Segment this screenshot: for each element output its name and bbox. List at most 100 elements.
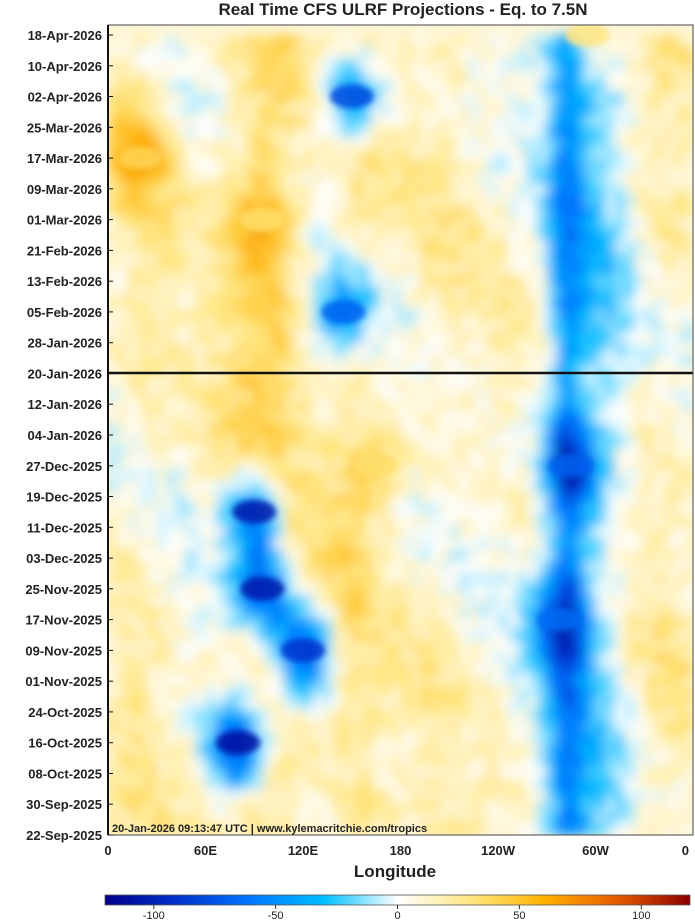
heatmap-cell bbox=[293, 275, 304, 288]
heatmap-cell bbox=[225, 320, 236, 333]
heatmap-cell bbox=[312, 457, 324, 471]
heatmap-cell bbox=[507, 572, 519, 585]
heatmap-cell bbox=[468, 423, 480, 436]
heatmap-cell bbox=[429, 343, 441, 356]
heatmap-cell bbox=[683, 812, 693, 825]
heatmap-cell bbox=[546, 332, 558, 345]
heatmap-cell bbox=[498, 69, 509, 82]
heatmap-cell bbox=[390, 777, 402, 791]
heatmap-cell bbox=[468, 480, 480, 493]
heatmap-cell bbox=[147, 629, 158, 642]
heatmap-cell bbox=[400, 69, 412, 82]
heatmap-cell bbox=[225, 46, 236, 59]
heatmap-cell bbox=[605, 583, 616, 596]
heatmap-cell bbox=[400, 595, 412, 608]
heatmap-cell bbox=[244, 343, 256, 356]
heatmap-cell bbox=[117, 549, 129, 562]
heatmap-cell bbox=[527, 503, 538, 516]
heatmap-cell bbox=[488, 57, 499, 71]
heatmap-cell bbox=[264, 686, 275, 699]
heatmap-cell bbox=[293, 503, 304, 516]
heatmap-cell bbox=[498, 343, 509, 356]
heatmap-cell bbox=[108, 697, 119, 711]
heatmap-cell bbox=[166, 69, 178, 82]
heatmap-cell bbox=[488, 92, 499, 105]
heatmap-cell bbox=[615, 675, 626, 688]
heatmap-cell bbox=[264, 229, 275, 242]
heatmap-cell bbox=[381, 240, 392, 253]
heatmap-cell bbox=[439, 446, 451, 459]
heatmap-cell bbox=[166, 263, 178, 276]
heatmap-cell bbox=[566, 389, 577, 402]
heatmap-cell bbox=[117, 606, 129, 619]
heatmap-cell bbox=[390, 423, 402, 436]
colorbar-ticks: -100 -50 0 50 100 bbox=[143, 905, 650, 921]
heatmap-cell bbox=[585, 549, 597, 562]
heatmap-cell bbox=[312, 732, 324, 745]
heatmap-cell bbox=[517, 720, 529, 733]
heatmap-cell bbox=[420, 812, 431, 825]
heatmap-cell bbox=[556, 446, 568, 459]
heatmap-cell bbox=[381, 69, 392, 82]
heatmap-cell bbox=[605, 137, 616, 151]
heatmap-cell bbox=[585, 389, 597, 402]
heatmap-cell bbox=[507, 275, 519, 288]
heatmap-cell bbox=[254, 103, 265, 116]
heatmap-cell bbox=[546, 640, 558, 653]
heatmap-cell bbox=[478, 275, 490, 288]
heatmap-cell bbox=[225, 720, 236, 733]
heatmap-cell bbox=[546, 777, 558, 791]
heatmap-cell bbox=[264, 252, 275, 265]
heatmap-cell bbox=[303, 515, 314, 528]
heatmap-cell bbox=[371, 297, 382, 311]
heatmap-cell bbox=[595, 332, 607, 345]
heatmap-cell bbox=[147, 412, 158, 425]
heatmap-cell bbox=[429, 720, 441, 733]
heatmap-cell bbox=[351, 469, 363, 482]
heatmap-cell bbox=[615, 480, 626, 493]
heatmap-cell bbox=[303, 789, 314, 802]
heatmap-cell bbox=[663, 503, 675, 516]
heatmap-cell bbox=[361, 709, 373, 722]
heatmap-cell bbox=[498, 652, 509, 665]
heatmap-cell bbox=[439, 583, 451, 596]
heatmap-cell bbox=[147, 766, 158, 779]
heatmap-cell bbox=[429, 492, 441, 505]
heatmap-cell bbox=[312, 46, 324, 59]
heatmap-cell bbox=[488, 812, 499, 825]
heatmap-cell bbox=[654, 126, 665, 139]
heatmap-cell bbox=[673, 595, 685, 608]
heatmap-cell bbox=[468, 149, 480, 162]
heatmap-cell bbox=[234, 675, 246, 688]
heatmap-cell bbox=[342, 446, 353, 459]
heatmap-cell bbox=[381, 183, 392, 196]
heatmap-cell bbox=[234, 137, 246, 151]
heatmap-cell bbox=[371, 309, 382, 322]
heatmap-cell bbox=[312, 823, 324, 835]
heatmap-cell bbox=[449, 206, 460, 219]
heatmap-cell bbox=[488, 160, 499, 173]
heatmap-cell bbox=[342, 57, 353, 71]
heatmap-cell bbox=[644, 183, 655, 196]
heatmap-cell bbox=[244, 766, 256, 779]
heatmap-cell bbox=[498, 606, 509, 619]
heatmap-cell bbox=[507, 389, 519, 402]
heatmap-cell bbox=[673, 126, 685, 139]
heatmap-cell bbox=[429, 206, 441, 219]
heatmap-cell bbox=[654, 389, 665, 402]
heatmap-cell bbox=[488, 195, 499, 208]
heatmap-cell bbox=[615, 343, 626, 356]
heatmap-cell bbox=[439, 160, 451, 173]
heatmap-cell bbox=[478, 800, 490, 813]
heatmap-cell bbox=[283, 503, 295, 516]
heatmap-cell bbox=[449, 755, 460, 768]
heatmap-cell bbox=[117, 172, 129, 185]
heatmap-cell bbox=[615, 46, 626, 59]
heatmap-cell bbox=[371, 355, 382, 368]
heatmap-cell bbox=[585, 332, 597, 345]
heatmap-cell bbox=[459, 160, 470, 173]
heatmap-cell bbox=[624, 332, 636, 345]
heatmap-cell bbox=[371, 320, 382, 333]
heatmap-cell bbox=[195, 183, 207, 196]
heatmap-cell bbox=[507, 80, 519, 93]
